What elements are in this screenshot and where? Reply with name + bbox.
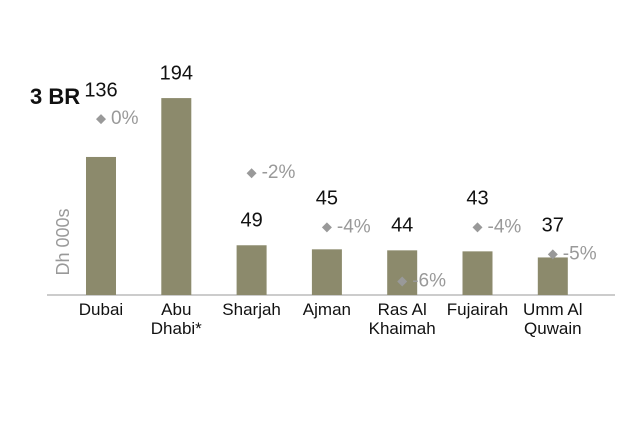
change-marker	[246, 168, 257, 179]
x-tick-label: Dubai	[78, 300, 124, 319]
value-label: 44	[391, 215, 413, 237]
bar	[236, 245, 267, 295]
chart-title: 3 BR	[30, 84, 80, 109]
x-tick-label: Ajman	[302, 300, 351, 319]
y-axis-label: Dh 000s	[53, 208, 73, 275]
change-marker	[547, 249, 558, 260]
x-tick-label: Sharjah	[222, 300, 281, 319]
change-label: -2%	[262, 162, 296, 183]
bar	[161, 98, 192, 295]
value-label: 43	[466, 188, 488, 210]
x-tick-label: Fujairah	[446, 300, 509, 319]
change-marker	[397, 276, 408, 287]
x-tick-label: Abu Dhabi*	[150, 300, 202, 338]
value-label: 37	[542, 215, 564, 237]
change-label: -5%	[563, 243, 597, 264]
value-label: 136	[84, 79, 117, 101]
value-label: 49	[240, 210, 262, 232]
value-label: 45	[316, 188, 338, 210]
bar	[537, 257, 568, 295]
bar	[462, 251, 493, 295]
value-label: 194	[160, 62, 193, 84]
x-tick-label: Umm Al Quwain	[523, 300, 583, 338]
change-marker	[321, 222, 332, 233]
change-label: -4%	[488, 216, 522, 237]
change-marker	[96, 114, 106, 125]
change-label: -6%	[412, 270, 446, 291]
change-label: 0%	[111, 108, 139, 129]
bar	[311, 249, 342, 295]
change-marker	[472, 222, 483, 233]
change-label: -4%	[337, 216, 371, 237]
bar	[86, 156, 116, 295]
x-tick-label: Ras Al Khaimah	[368, 300, 436, 338]
bar	[387, 250, 418, 295]
